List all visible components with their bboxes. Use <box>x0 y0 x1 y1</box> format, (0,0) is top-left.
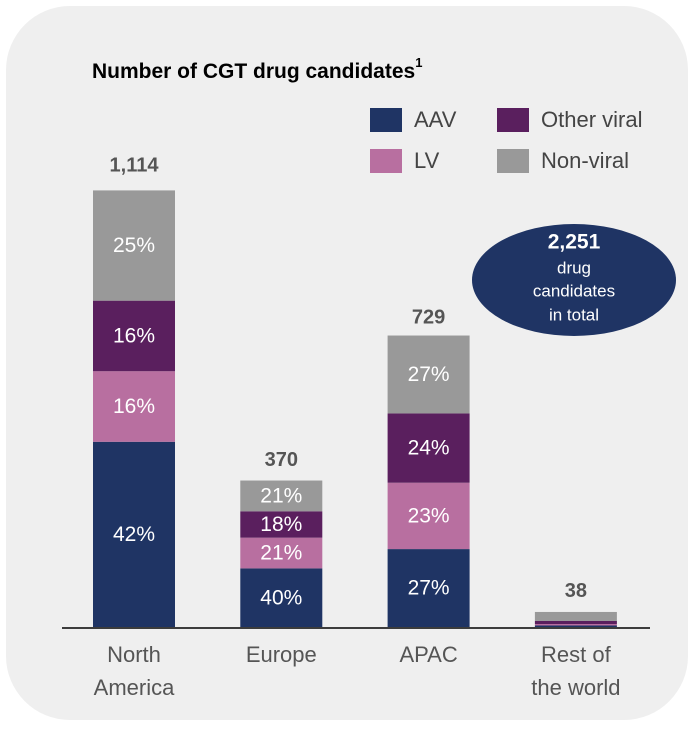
segment-label: 24% <box>408 437 450 460</box>
bar-segment <box>93 371 175 442</box>
total-label: 370 <box>265 449 298 471</box>
annotation-line: candidates <box>533 281 615 300</box>
bar-segment <box>534 623 617 626</box>
segment-label: 42% <box>113 523 155 546</box>
category-line: Europe <box>246 642 317 667</box>
legend-label: LV <box>414 148 440 173</box>
legend-label: Other viral <box>541 107 642 132</box>
legend-label: Non-viral <box>541 148 629 173</box>
annotation-line: 2,251 <box>548 231 601 254</box>
segment-label: 27% <box>408 577 450 600</box>
bar-segment <box>387 549 470 627</box>
category-line: the world <box>531 675 620 700</box>
category-label: Rest of the world <box>531 642 620 700</box>
bar-segment <box>387 335 470 414</box>
category-line: APAC <box>399 642 457 667</box>
bar-segment <box>240 537 323 569</box>
bar-segment <box>240 511 323 538</box>
title-footnote: 1 <box>415 55 422 70</box>
bar-segment <box>93 190 175 301</box>
panel <box>6 6 688 720</box>
category-label: Europe <box>246 642 317 667</box>
total-label: 1,114 <box>110 154 160 176</box>
segment-label: 16% <box>113 324 155 347</box>
segment-label: 40% <box>260 586 302 609</box>
category-line: Rest of <box>541 642 612 667</box>
category-line: North <box>107 642 161 667</box>
bar-segment <box>387 413 470 483</box>
segment-label: 16% <box>113 395 155 418</box>
bar-segment <box>534 625 617 627</box>
segment-label: 25% <box>113 234 155 257</box>
legend-swatch <box>497 149 529 173</box>
segment-label: 21% <box>260 484 302 507</box>
total-label: 38 <box>565 580 587 602</box>
bar-segment <box>240 480 323 512</box>
chart-title: Number of CGT drug candidates1 <box>92 55 422 82</box>
bar-segment <box>93 300 175 372</box>
bar-segment <box>387 482 470 550</box>
total-label: 729 <box>412 307 445 329</box>
legend-swatch <box>497 108 529 132</box>
segment-label: 18% <box>260 513 302 536</box>
category-line: America <box>94 675 175 700</box>
segment-label: 27% <box>408 363 450 386</box>
total-bubble <box>472 224 676 336</box>
bar-segment <box>534 611 617 621</box>
legend-label: AAV <box>414 107 457 132</box>
bar-segment <box>93 441 175 627</box>
bar-segment <box>534 620 617 624</box>
annotation-line: in total <box>549 305 599 324</box>
annotation-line: drug <box>557 258 591 277</box>
category-label: North America <box>94 642 175 700</box>
category-label: APAC <box>399 642 457 667</box>
segment-label: 23% <box>408 504 450 527</box>
bar-segment <box>240 568 323 627</box>
legend-swatch <box>370 108 402 132</box>
legend-swatch <box>370 149 402 173</box>
title-text: Number of CGT drug candidates <box>92 60 415 83</box>
segment-label: 21% <box>260 542 302 565</box>
